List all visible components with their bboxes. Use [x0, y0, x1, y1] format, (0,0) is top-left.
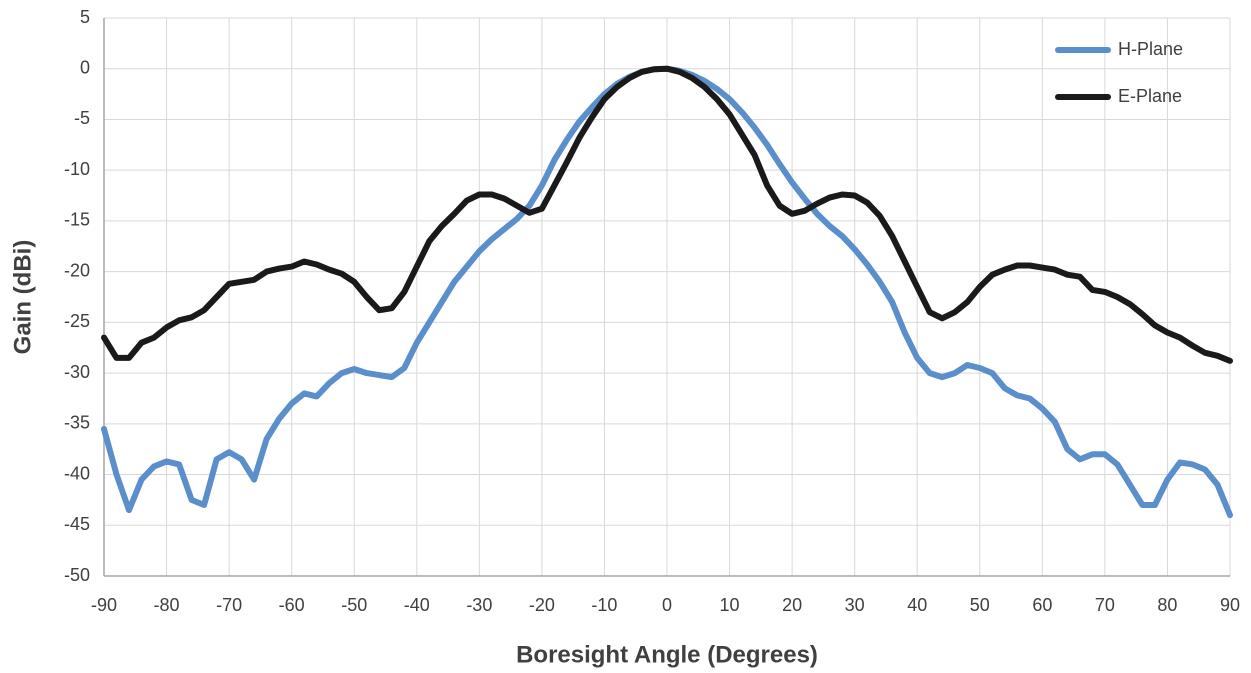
x-tick-label: -90: [91, 595, 117, 615]
x-tick-label: 70: [1095, 595, 1115, 615]
x-tick-label: 80: [1157, 595, 1177, 615]
series-line: [101, 65, 1233, 364]
y-tick-label: -35: [64, 413, 90, 433]
x-tick-label: 50: [970, 595, 990, 615]
y-tick-label: -45: [64, 514, 90, 534]
y-tick-label: -5: [74, 108, 90, 128]
x-tick-label: 90: [1220, 595, 1240, 615]
x-tick-label: -80: [154, 595, 180, 615]
y-axis-title: Gain (dBi): [9, 240, 36, 355]
x-tick-label: -50: [341, 595, 367, 615]
x-tick-label: -20: [529, 595, 555, 615]
x-axis-title: Boresight Angle (Degrees): [516, 641, 818, 668]
y-tick-label: -10: [64, 159, 90, 179]
x-tick-label: 30: [845, 595, 865, 615]
x-tick-label: 40: [907, 595, 927, 615]
x-tick-label: -10: [591, 595, 617, 615]
x-tick-label: 0: [662, 595, 672, 615]
x-tick-label: -30: [466, 595, 492, 615]
y-tick-label: -40: [64, 463, 90, 483]
legend-label: E-Plane: [1118, 86, 1182, 106]
y-tick-label: -50: [64, 565, 90, 585]
y-tick-label: -20: [64, 260, 90, 280]
y-tick-label: 0: [80, 57, 90, 77]
x-tick-label: 10: [720, 595, 740, 615]
y-tick-label: -30: [64, 362, 90, 382]
x-tick-label: -40: [404, 595, 430, 615]
legend-label: H-Plane: [1118, 39, 1183, 59]
y-tick-label: -15: [64, 210, 90, 230]
x-tick-label: 60: [1032, 595, 1052, 615]
x-tick-label: -70: [216, 595, 242, 615]
y-tick-label: 5: [80, 7, 90, 27]
x-tick-label: -60: [279, 595, 305, 615]
y-tick-label: -25: [64, 311, 90, 331]
x-tick-label: 20: [782, 595, 802, 615]
